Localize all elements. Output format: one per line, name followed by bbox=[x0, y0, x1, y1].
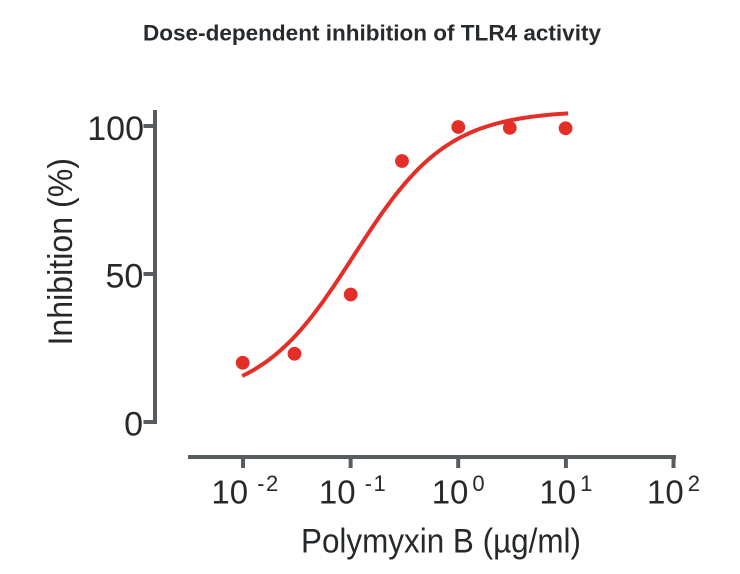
svg-text:Inhibition (%): Inhibition (%) bbox=[42, 158, 80, 346]
svg-text:Dose-dependent inhibition of T: Dose-dependent inhibition of TLR4 activi… bbox=[143, 20, 602, 45]
svg-text:101: 10 1 bbox=[539, 471, 592, 511]
svg-text:50: 50 bbox=[105, 258, 143, 296]
svg-text:102: 10 2 bbox=[647, 471, 700, 511]
svg-text:0: 0 bbox=[124, 406, 143, 444]
svg-text:10-1: 10 -1 bbox=[319, 471, 386, 511]
svg-text:10-2: 10 -2 bbox=[211, 471, 278, 511]
svg-text:100: 100 bbox=[87, 110, 144, 148]
svg-text:100: 100 bbox=[432, 471, 485, 511]
svg-text:Polymyxin B (µg/ml): Polymyxin B (µg/ml) bbox=[301, 522, 581, 560]
